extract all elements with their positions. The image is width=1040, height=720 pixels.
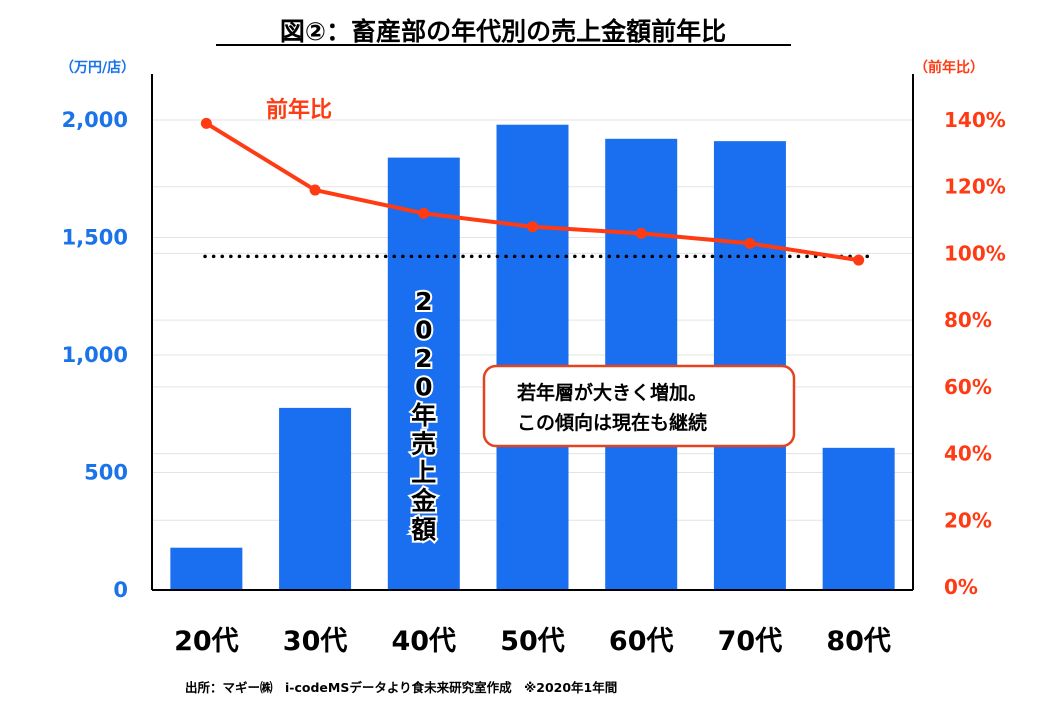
bar — [170, 547, 243, 590]
bar — [822, 447, 895, 590]
right-tick-label: 60% — [944, 375, 992, 399]
vertical-label-char: 金 — [410, 487, 437, 516]
line-series-label: 前年比 — [266, 97, 332, 123]
x-tick-label: 50代 — [500, 626, 565, 657]
x-tick-label: 30代 — [283, 626, 348, 657]
line-series — [200, 117, 865, 266]
annotation-line-1: 若年層が大きく増加。 — [517, 381, 707, 404]
left-axis-unit: （万円/店） — [60, 59, 135, 76]
vertical-label-char: 上 — [411, 458, 436, 487]
right-tick-label: 0% — [944, 575, 978, 599]
vertical-label-char: 売 — [411, 430, 436, 459]
bar — [605, 138, 678, 591]
x-tick-label: 60代 — [609, 626, 674, 657]
left-tick-label: 1,500 — [62, 226, 128, 250]
vertical-label-char: 0 — [415, 373, 432, 402]
x-tick-label: 40代 — [391, 626, 456, 657]
source-note: 出所：マギー㈱ i-codeMSデータより食未来研究室作成 ※2020年1年間 — [185, 680, 617, 695]
axes — [151, 74, 914, 591]
line-point — [853, 254, 865, 266]
x-tick-label: 70代 — [718, 626, 783, 657]
right-axis-unit: （前年比） — [914, 59, 984, 76]
right-tick-label: 100% — [944, 241, 1006, 265]
right-tick-label: 140% — [944, 108, 1006, 132]
bar — [279, 407, 352, 590]
left-tick-label: 1,000 — [62, 343, 128, 367]
vertical-label-char: 2 — [415, 344, 432, 373]
line-point — [200, 117, 212, 129]
line-point — [418, 207, 430, 219]
line-point — [744, 237, 756, 249]
bar-series-vertical-label: 2 0 2 0 年売上金額 — [410, 287, 437, 544]
annotation-line-2: この傾向は現在も継続 — [517, 411, 707, 434]
chart-title: 図②：畜産部の年代別の売上金額前年比 — [280, 17, 726, 46]
right-tick-label: 120% — [944, 175, 1006, 199]
left-tick-label: 500 — [84, 461, 128, 485]
line-point — [309, 184, 321, 196]
left-axis-ticks: 0 500 1,000 1,500 2,000 — [62, 108, 128, 602]
vertical-label-char: 年 — [411, 401, 436, 430]
line-point — [527, 221, 538, 233]
vertical-label-char: 額 — [411, 515, 436, 544]
vertical-label-char: 2 — [415, 287, 432, 316]
right-tick-label: 40% — [944, 442, 992, 466]
right-tick-label: 20% — [944, 508, 992, 532]
bar — [496, 124, 569, 590]
annotation-box: 若年層が大きく増加。 この傾向は現在も継続 — [482, 364, 796, 448]
bar — [387, 157, 460, 590]
vertical-label-char: 0 — [415, 316, 432, 345]
left-tick-label: 2,000 — [62, 108, 128, 132]
x-tick-label: 20代 — [174, 626, 239, 657]
x-tick-label: 80代 — [826, 626, 891, 657]
bar-series — [170, 124, 895, 591]
right-tick-label: 80% — [944, 308, 992, 332]
left-tick-label: 0 — [113, 578, 128, 602]
x-axis-ticks: 20代 30代 40代 50代 60代 70代 80代 — [174, 626, 891, 657]
line-point — [635, 227, 647, 239]
right-axis-ticks: 0% 20% 40% 60% 80% 100% 120% 140% — [944, 108, 1006, 599]
